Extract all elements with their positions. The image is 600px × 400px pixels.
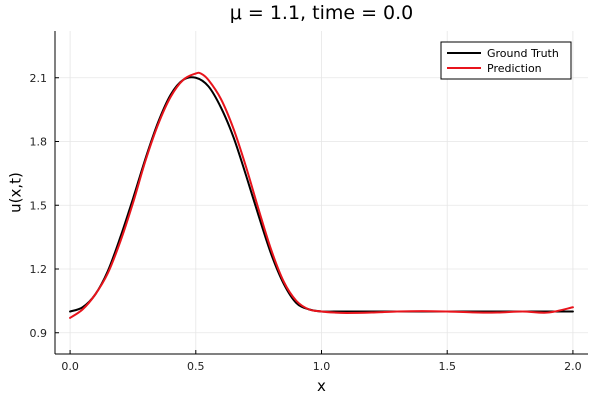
y-tick-label: 1.5 [30, 199, 48, 212]
x-tick-label: 0.5 [187, 360, 205, 373]
x-tick-label: 1.5 [438, 360, 456, 373]
y-tick-label: 0.9 [30, 327, 48, 340]
axes [54, 31, 588, 355]
series-line-prediction [69, 71, 574, 319]
x-tick-label: 2.0 [564, 360, 582, 373]
legend-box [440, 41, 572, 80]
y-axis-label: u(x,t) [6, 172, 24, 213]
tick-labels: 0.0 0.5 1.0 1.5 2.0 0.9 1.2 1.5 1.8 2.1 [30, 72, 582, 373]
chart-title: μ = 1.1, time = 0.0 [230, 2, 414, 24]
y-tick-label: 1.2 [30, 263, 48, 276]
series-lines [69, 71, 574, 319]
legend-label-ground-truth: Ground Truth [487, 47, 559, 60]
x-tick-label: 1.0 [313, 360, 331, 373]
y-tick-label: 2.1 [30, 72, 48, 85]
x-tick-label: 0.0 [61, 360, 79, 373]
legend: Ground Truth Prediction [440, 41, 572, 80]
y-tick-label: 1.8 [30, 136, 48, 149]
legend-label-prediction: Prediction [487, 62, 542, 75]
x-axis-label: x [317, 377, 326, 395]
